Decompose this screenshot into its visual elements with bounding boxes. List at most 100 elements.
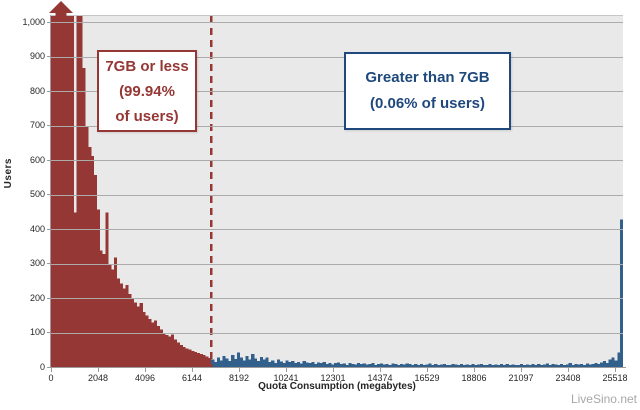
bar bbox=[394, 364, 398, 368]
bar bbox=[354, 364, 358, 368]
bar bbox=[388, 365, 392, 368]
bar bbox=[194, 352, 198, 368]
bar bbox=[51, 16, 55, 368]
bar bbox=[168, 336, 172, 368]
bar bbox=[108, 264, 112, 368]
bar bbox=[399, 363, 404, 368]
x-tick-label: 16529 bbox=[414, 373, 440, 383]
bar bbox=[342, 363, 346, 368]
bar bbox=[182, 346, 186, 368]
x-tick-mark bbox=[521, 368, 522, 372]
bar bbox=[325, 363, 329, 368]
bar bbox=[334, 363, 338, 368]
bar bbox=[248, 359, 252, 368]
bar bbox=[337, 362, 341, 368]
bar bbox=[254, 358, 258, 368]
x-tick-mark bbox=[333, 368, 334, 372]
bar bbox=[328, 362, 332, 368]
bar bbox=[136, 306, 140, 368]
bar bbox=[331, 364, 335, 368]
bar bbox=[116, 278, 120, 368]
bar bbox=[408, 364, 412, 368]
bar bbox=[173, 339, 178, 368]
bar bbox=[125, 285, 129, 368]
bar bbox=[79, 16, 83, 368]
bar bbox=[76, 16, 80, 368]
bar bbox=[554, 364, 558, 368]
bar bbox=[305, 362, 309, 368]
bar bbox=[605, 362, 609, 368]
bar bbox=[156, 325, 160, 368]
bar bbox=[222, 355, 226, 368]
bar bbox=[162, 332, 166, 368]
bar bbox=[517, 365, 521, 368]
bar bbox=[105, 212, 109, 368]
clipped-bar-up-arrow-icon bbox=[49, 1, 73, 22]
bar bbox=[191, 351, 195, 368]
bar bbox=[282, 363, 286, 368]
bar bbox=[525, 364, 529, 368]
bar bbox=[242, 360, 246, 368]
x-tick-label: 23408 bbox=[555, 373, 581, 383]
bar bbox=[96, 209, 100, 368]
bar bbox=[505, 364, 509, 368]
x-tick-mark bbox=[98, 368, 99, 372]
bar bbox=[188, 349, 192, 368]
bar bbox=[542, 364, 547, 368]
bar bbox=[348, 363, 352, 368]
bar bbox=[345, 364, 349, 368]
bar bbox=[545, 363, 549, 368]
y-tick-label: 300 bbox=[29, 258, 45, 269]
bar bbox=[351, 363, 355, 368]
bar bbox=[285, 360, 289, 368]
bar bbox=[431, 364, 435, 368]
bar bbox=[159, 329, 163, 368]
bar bbox=[482, 364, 486, 368]
y-tick-mark bbox=[47, 125, 51, 127]
bar bbox=[462, 365, 466, 368]
bar bbox=[102, 254, 106, 368]
x-tick-label: 0 bbox=[48, 373, 54, 383]
bar bbox=[311, 361, 315, 368]
bar bbox=[620, 219, 623, 368]
bar bbox=[268, 361, 272, 368]
bar bbox=[139, 303, 143, 368]
bar bbox=[308, 363, 312, 368]
bar bbox=[196, 353, 200, 368]
bar bbox=[291, 361, 295, 368]
bar bbox=[568, 363, 572, 368]
y-tick-label: 100 bbox=[29, 327, 45, 338]
bar bbox=[357, 362, 361, 368]
x-tick-mark bbox=[380, 368, 381, 372]
bar bbox=[591, 363, 595, 368]
bar bbox=[93, 174, 98, 368]
bar bbox=[480, 363, 484, 368]
x-tick-label: 14374 bbox=[367, 373, 393, 383]
annotation-line: (99.94% bbox=[119, 82, 175, 100]
bar bbox=[580, 363, 584, 368]
bar bbox=[514, 364, 518, 368]
bar bbox=[508, 365, 512, 368]
bar bbox=[485, 365, 489, 368]
bar bbox=[385, 363, 389, 368]
bar bbox=[176, 342, 180, 368]
y-tick-mark bbox=[47, 263, 51, 265]
bar bbox=[276, 359, 281, 368]
bar bbox=[234, 359, 238, 368]
bar bbox=[459, 363, 464, 368]
bar bbox=[371, 363, 375, 368]
x-axis-title: Quota Consumption (megabytes) bbox=[258, 381, 416, 392]
bar bbox=[82, 67, 86, 368]
bar bbox=[379, 363, 384, 368]
bar bbox=[279, 361, 283, 368]
bar bbox=[537, 364, 541, 368]
bar bbox=[151, 322, 155, 368]
bar bbox=[565, 364, 569, 368]
x-tick-label: 8192 bbox=[228, 373, 250, 383]
bar bbox=[562, 364, 567, 368]
x-tick-mark bbox=[51, 368, 52, 372]
bar bbox=[382, 364, 386, 368]
bar bbox=[528, 365, 532, 368]
annotation-greater-than-7gb: Greater than 7GB (0.06% of users) bbox=[344, 52, 511, 130]
x-tick-label: 2048 bbox=[87, 373, 109, 383]
